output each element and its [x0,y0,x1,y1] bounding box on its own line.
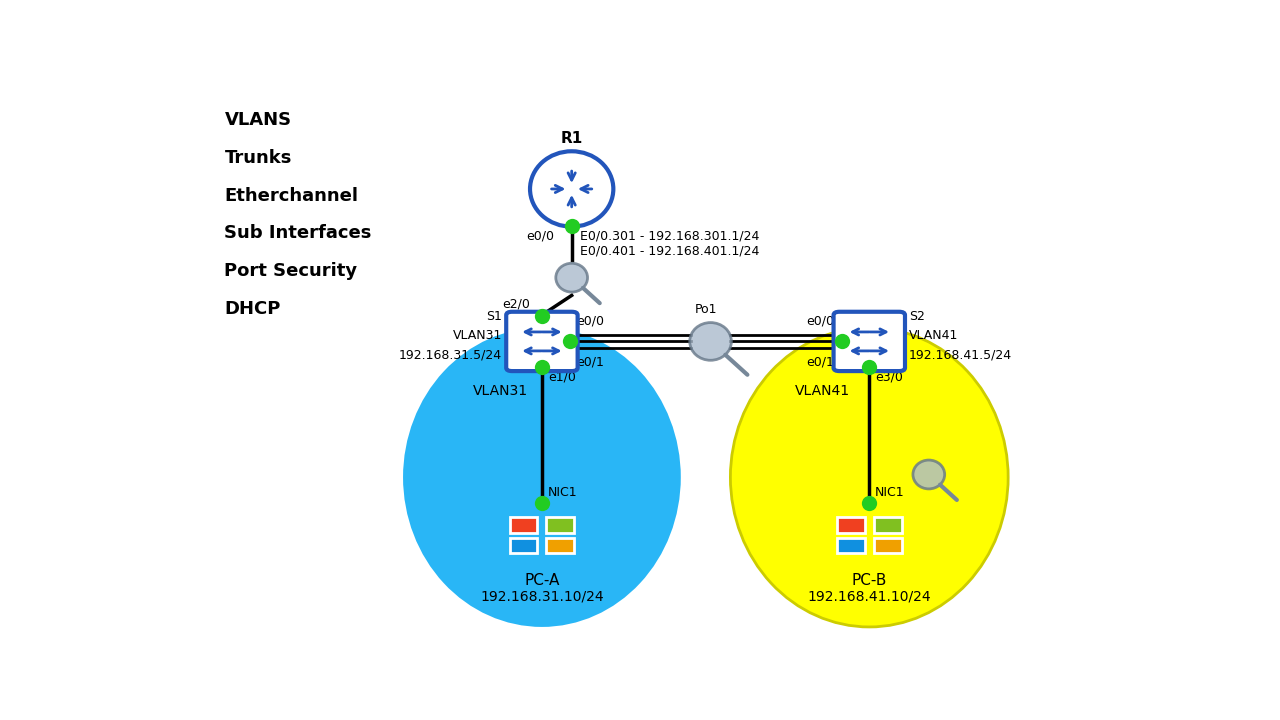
Bar [509,538,538,554]
Ellipse shape [556,264,588,292]
Text: e0/0: e0/0 [577,315,604,328]
Text: VLANS: VLANS [224,112,292,130]
Text: Sub Interfaces: Sub Interfaces [224,225,372,243]
Text: NIC1: NIC1 [548,487,577,500]
Text: e3/0: e3/0 [876,371,904,384]
Bar [874,538,901,554]
Bar [547,538,575,554]
Text: Port Security: Port Security [224,262,357,280]
Ellipse shape [690,323,731,360]
Text: Etherchannel: Etherchannel [224,186,358,204]
Text: e1/0: e1/0 [548,371,576,384]
Text: S2
VLAN41
192.168.41.5/24: S2 VLAN41 192.168.41.5/24 [909,310,1012,361]
Text: PC-B: PC-B [851,572,887,588]
FancyBboxPatch shape [506,312,577,371]
Text: E0/0.401 - 192.168.401.1/24: E0/0.401 - 192.168.401.1/24 [580,244,759,258]
Text: S1
VLAN31
192.168.31.5/24: S1 VLAN31 192.168.31.5/24 [399,310,502,361]
Text: NIC1: NIC1 [876,487,905,500]
Ellipse shape [731,328,1009,627]
Text: e0/0: e0/0 [806,315,835,328]
Text: e0/1: e0/1 [806,355,835,369]
Ellipse shape [913,460,945,489]
Bar [874,518,901,533]
FancyBboxPatch shape [833,312,905,371]
Text: e0/1: e0/1 [577,355,604,369]
Ellipse shape [403,328,681,627]
Text: DHCP: DHCP [224,300,280,318]
Text: Trunks: Trunks [224,149,292,167]
Bar [837,538,865,554]
Text: PC-A: PC-A [525,572,559,588]
Text: R1: R1 [561,131,582,145]
Text: VLAN41: VLAN41 [795,384,850,398]
Text: Po1: Po1 [694,303,717,316]
Ellipse shape [530,151,613,227]
Text: VLAN31: VLAN31 [472,384,527,398]
Bar [509,518,538,533]
Text: 192.168.41.10/24: 192.168.41.10/24 [808,589,931,603]
Text: e2/0: e2/0 [502,297,530,310]
Text: 192.168.31.10/24: 192.168.31.10/24 [480,589,604,603]
Text: e0/0: e0/0 [526,230,554,243]
Text: E0/0.301 - 192.168.301.1/24: E0/0.301 - 192.168.301.1/24 [580,230,759,243]
Bar [837,518,865,533]
Bar [547,518,575,533]
